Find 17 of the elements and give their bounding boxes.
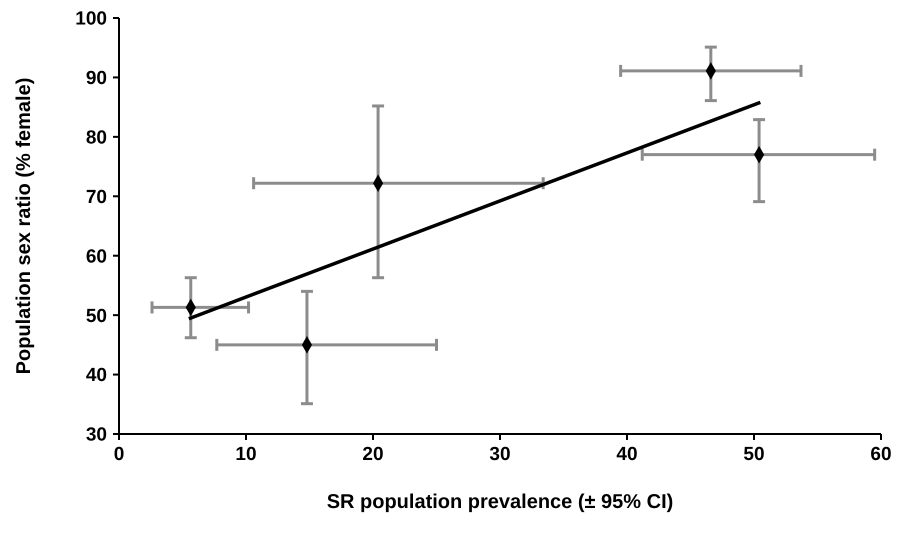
y-tick-label: 40 <box>86 365 107 386</box>
x-axis-title: SR population prevalence (± 95% CI) <box>326 491 674 513</box>
y-axis-title: Population sex ratio (% female) <box>13 78 35 374</box>
y-tick-label: 30 <box>86 424 107 446</box>
x-tick-label: 40 <box>616 444 638 465</box>
y-tick-label: 80 <box>86 128 107 149</box>
y-tick-label: 60 <box>86 246 107 268</box>
y-tick-label: 50 <box>86 306 107 327</box>
y-tick-label: 90 <box>86 68 107 90</box>
y-tick-label: 100 <box>75 8 107 30</box>
x-tick-label: 60 <box>870 444 892 465</box>
x-tick-label: 30 <box>489 444 511 465</box>
y-tick-label: 70 <box>86 186 107 208</box>
x-tick-label: 20 <box>362 444 384 465</box>
x-tick-label: 50 <box>743 444 765 465</box>
x-tick-label: 10 <box>235 444 257 465</box>
x-tick-label: 0 <box>114 444 124 465</box>
